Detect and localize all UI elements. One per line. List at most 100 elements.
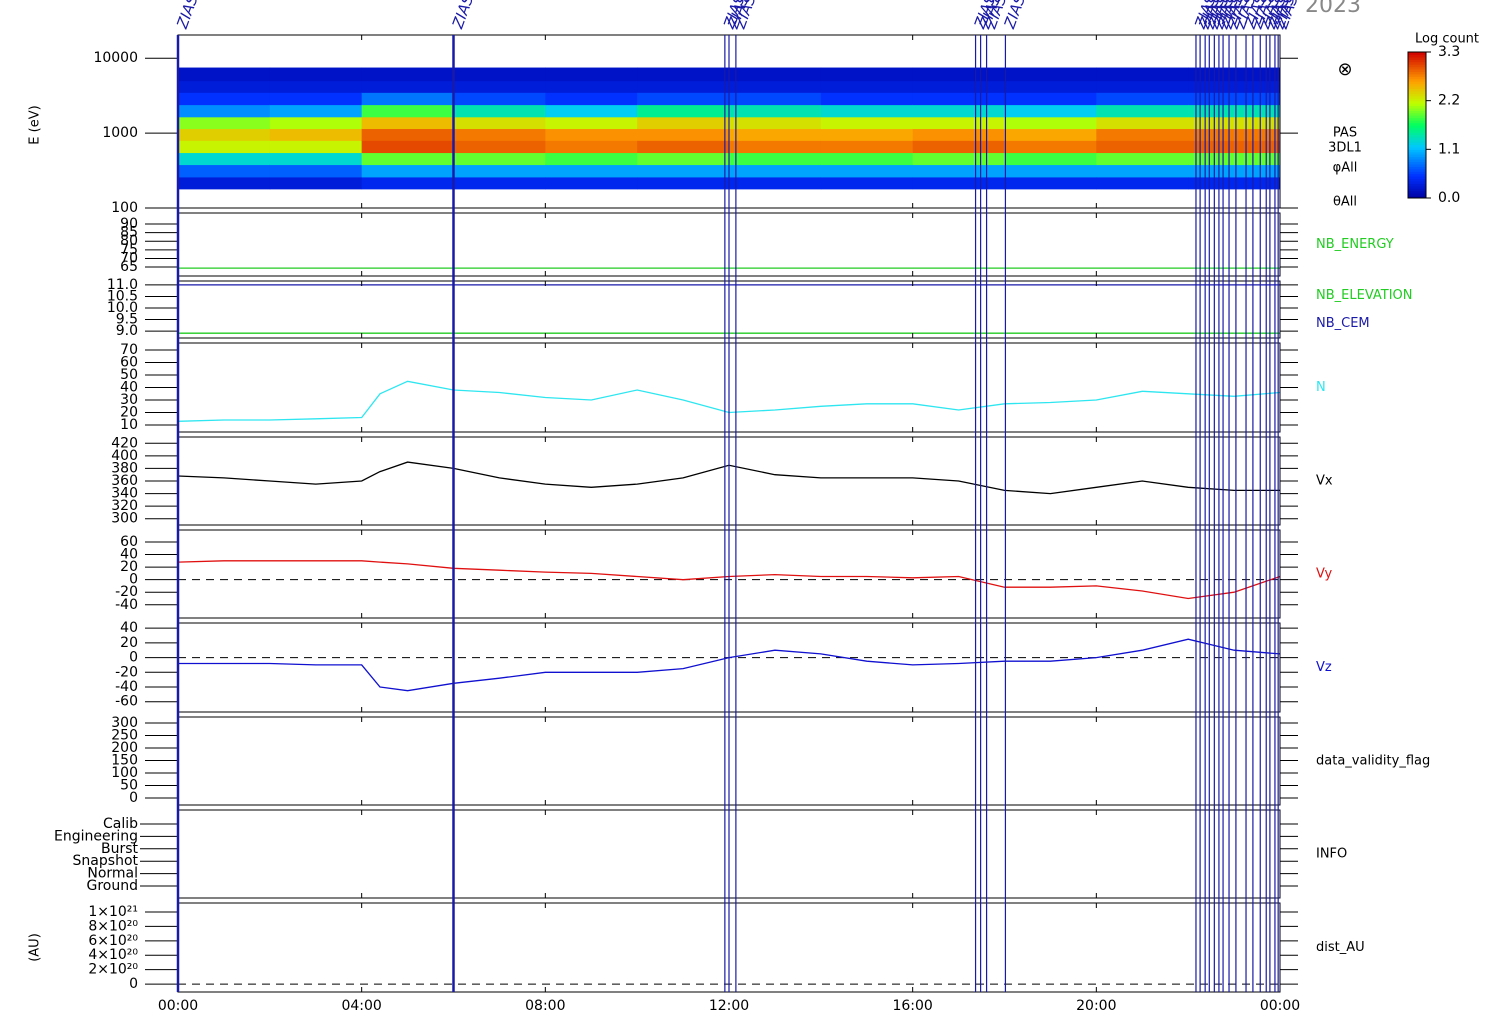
data-line xyxy=(177,380,1281,422)
colorbar-step xyxy=(1408,110,1426,114)
spectrogram-cell xyxy=(1096,80,1189,93)
spectrogram-cell xyxy=(545,92,638,106)
colorbar-step xyxy=(1408,98,1426,102)
colorbar-step xyxy=(1408,66,1426,70)
y-tick-label: 1000 xyxy=(102,125,138,141)
spectrogram-cell xyxy=(912,104,1005,118)
y-tick-label: 8×10²⁰ xyxy=(88,918,138,934)
spectrogram-cell xyxy=(912,140,1005,154)
spectrogram-cell xyxy=(453,164,546,178)
spectrogram-cell xyxy=(1188,152,1281,166)
spectrogram-cell xyxy=(820,140,914,154)
spectrogram-cell xyxy=(1188,128,1281,141)
colorbar-step xyxy=(1408,137,1426,141)
spectrogram-cell xyxy=(637,80,730,93)
colorbar-step xyxy=(1408,86,1426,89)
spectrogram-cell xyxy=(820,92,914,106)
colorbar-step xyxy=(1408,144,1426,148)
colorbar-step xyxy=(1408,52,1426,55)
colorbar-step xyxy=(1408,127,1426,131)
spectrogram-cell xyxy=(820,116,914,130)
colorbar-step xyxy=(1408,185,1426,189)
y-tick-label: 300 xyxy=(111,511,138,527)
colorbar-step xyxy=(1408,159,1426,162)
y-axis-label: (AU) xyxy=(28,933,43,962)
y-tick-label: Normal xyxy=(87,866,138,882)
colorbar-step xyxy=(1408,139,1426,143)
spectrogram-cell xyxy=(912,176,1005,190)
colorbar-step xyxy=(1408,90,1426,94)
spectrogram-cell xyxy=(1188,140,1281,154)
spectrogram-cell xyxy=(1004,67,1097,82)
colorbar-step xyxy=(1408,73,1426,77)
spectrogram-cell xyxy=(820,67,914,82)
y-tick-label: 60 xyxy=(120,355,138,371)
y-tick-label: 150 xyxy=(111,753,138,769)
spectrogram-cell xyxy=(1004,116,1097,130)
spectrogram-cell xyxy=(1188,116,1281,130)
colorbar-step xyxy=(1408,183,1426,187)
spectrogram-cell xyxy=(1004,92,1097,106)
spectrogram-cell xyxy=(1188,92,1281,106)
y-tick-label: 9.5 xyxy=(116,312,138,328)
y-tick-label: 0 xyxy=(129,650,138,666)
colorbar-step xyxy=(1408,115,1426,119)
spectrogram-cell xyxy=(269,80,363,93)
y-tick-label: 0 xyxy=(129,976,138,992)
spectrogram-cell xyxy=(453,176,546,190)
spectrogram-cell xyxy=(269,152,363,166)
y-tick-label: 9.0 xyxy=(116,323,138,339)
spectrogram-cell xyxy=(637,152,730,166)
spectrogram-cell xyxy=(729,67,822,82)
y-tick-label: 20 xyxy=(120,405,138,421)
y-tick-label: Engineering xyxy=(54,828,138,844)
data-line xyxy=(177,461,1280,495)
y-tick-label: 10 xyxy=(120,417,138,433)
spectrogram-cell xyxy=(453,116,546,130)
x-tick-label: 12:00 xyxy=(709,998,749,1014)
series-label: Vy xyxy=(1316,567,1333,582)
spectrogram-cell xyxy=(1096,116,1189,130)
side-label: θAll xyxy=(1333,195,1357,210)
spectrogram-cell xyxy=(361,164,454,178)
x-tick-label: 16:00 xyxy=(892,998,932,1014)
spectrogram-cell xyxy=(178,176,271,190)
spectrogram-cell xyxy=(178,80,271,93)
spectrogram-cell xyxy=(912,116,1005,130)
spectrogram-cell xyxy=(912,67,1005,82)
spectrogram-cell xyxy=(545,80,638,93)
spectrogram-cell xyxy=(1004,140,1097,154)
spectrogram-cell xyxy=(637,67,730,82)
colorbar-tick-label: 3.3 xyxy=(1438,44,1460,60)
colorbar-step xyxy=(1408,56,1426,60)
y-tick-label: 200 xyxy=(111,740,138,756)
y-tick-label: 65 xyxy=(120,259,138,275)
colorbar-step xyxy=(1408,129,1426,133)
spectrogram-cell xyxy=(637,128,730,141)
spectrogram-cell xyxy=(269,164,363,178)
event-label: ZIAS xyxy=(448,0,477,32)
panel-label: INFO xyxy=(1316,847,1347,862)
y-tick-label: 6×10²⁰ xyxy=(88,933,138,949)
spectrogram-cell xyxy=(453,152,546,166)
colorbar-step xyxy=(1408,173,1426,177)
colorbar-step xyxy=(1408,190,1426,194)
colorbar-step xyxy=(1408,142,1426,145)
spectrogram-cell xyxy=(178,116,271,130)
y-tick-label: 0 xyxy=(129,790,138,806)
colorbar-step xyxy=(1408,76,1426,80)
spectrogram-cell xyxy=(361,176,454,190)
colorbar-step xyxy=(1408,149,1426,153)
spectrogram-cell xyxy=(545,104,638,118)
y-tick-label: 0 xyxy=(129,572,138,588)
spectrogram-cell xyxy=(637,92,730,106)
spectrogram-cell xyxy=(453,140,546,154)
y-tick-label: 380 xyxy=(111,460,138,476)
series-label: NB_ENERGY xyxy=(1316,237,1394,252)
y-tick-label: 100 xyxy=(111,765,138,781)
y-tick-label: 75 xyxy=(120,242,138,258)
spectrogram-cell xyxy=(1004,152,1097,166)
y-tick-label: 20 xyxy=(120,635,138,651)
y-tick-label: 1×10²¹ xyxy=(88,904,138,920)
spectrogram-cell xyxy=(1188,164,1281,178)
